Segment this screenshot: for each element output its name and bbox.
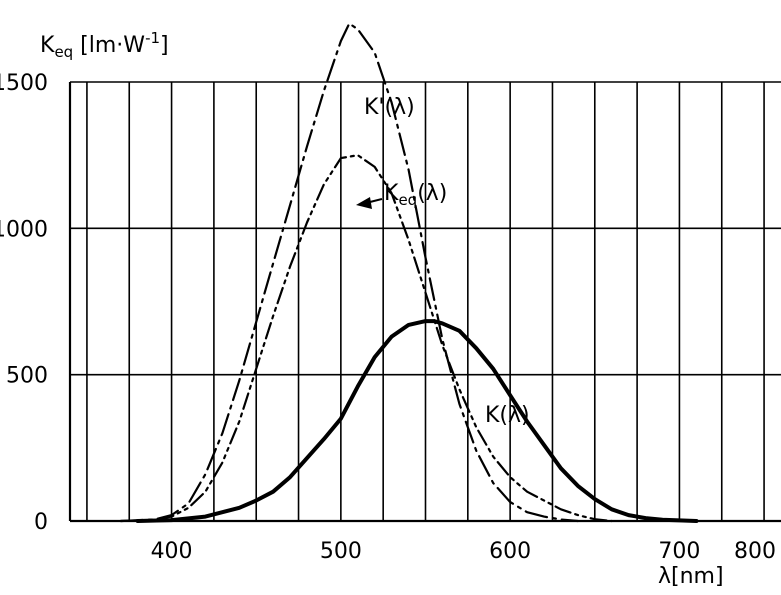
series-label-k: K(λ) — [485, 403, 530, 428]
series-line-0 — [135, 319, 699, 523]
y-tick-label: 0 — [34, 510, 48, 535]
grid — [68, 81, 781, 523]
tick-labels: 400 500 600 700 800 0 500 1000 1500 — [0, 71, 776, 564]
x-tick-label: 500 — [320, 539, 362, 564]
series-label-k-prime: K'(λ) — [364, 95, 415, 120]
arrow-icon — [356, 197, 383, 209]
x-axis-label: λ[nm] — [658, 564, 724, 589]
x-tick-label: 800 — [734, 539, 776, 564]
y-tick-label: 500 — [6, 364, 48, 389]
y-axis-label: Keq [lm·W-1] — [40, 29, 169, 61]
series-layer — [119, 22, 699, 523]
x-tick-label: 700 — [658, 539, 700, 564]
series-line-2 — [119, 154, 613, 523]
x-tick-label: 400 — [151, 539, 193, 564]
y-tick-label: 1500 — [0, 71, 48, 96]
series-line-1 — [119, 22, 579, 523]
y-tick-label: 1000 — [0, 217, 48, 242]
x-tick-label: 600 — [489, 539, 531, 564]
series-label-k-eq: Keq(λ) — [384, 181, 447, 209]
